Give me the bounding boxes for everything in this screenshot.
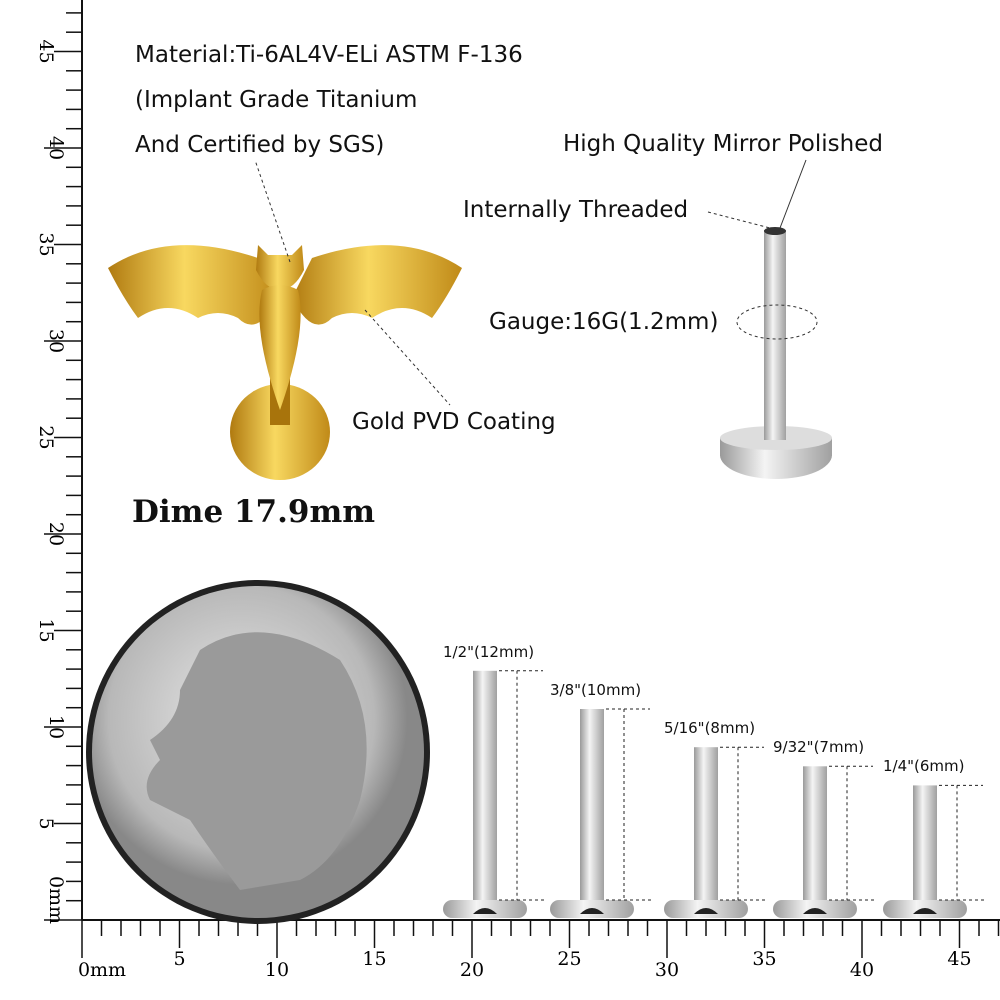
material-text-2: (Implant Grade Titanium	[135, 87, 418, 113]
ruler-label-x: 10	[265, 959, 289, 981]
post-8mm	[664, 746, 768, 918]
ruler-label-x: 45	[947, 948, 971, 970]
ruler-label-x: 40	[850, 959, 874, 981]
ruler-label-x: 20	[460, 959, 484, 981]
ruler-label-y: 10	[45, 715, 67, 739]
post-lengths	[443, 670, 987, 918]
ruler-label-y: 40	[45, 136, 67, 160]
ruler-label-y: 0mm	[45, 876, 67, 924]
ruler-label-y: 35	[35, 232, 57, 256]
ruler-label-x: 5	[173, 948, 185, 970]
ruler-label-x: 0mm	[78, 959, 126, 981]
size-label: 1/2"(12mm)	[443, 642, 535, 661]
gold-bat-labret	[108, 159, 462, 480]
ruler-label-y: 25	[35, 425, 57, 449]
size-label: 5/16"(8mm)	[664, 719, 756, 738]
ruler-label-x: 25	[557, 948, 581, 970]
ruler-label-y: 5	[35, 817, 57, 829]
size-label: 3/8"(10mm)	[550, 681, 642, 699]
ruler-label-y: 20	[45, 522, 67, 546]
ruler-label-x: 35	[752, 948, 776, 970]
ruler-label-y: 15	[35, 618, 57, 642]
gauge-callout: Gauge:16G(1.2mm)	[489, 309, 719, 335]
silver-labret-post	[707, 159, 832, 479]
post-12mm	[443, 670, 547, 918]
material-text-3: And Certified by SGS)	[135, 132, 385, 158]
material-text: Material:Ti-6AL4V-ELi ASTM F-136	[135, 42, 523, 68]
ruler-label-x: 15	[362, 948, 386, 970]
ruler-label-x: 30	[655, 959, 679, 981]
threaded-callout: Internally Threaded	[463, 197, 689, 223]
coating-callout: Gold PVD Coating	[352, 409, 556, 435]
size-label: 1/4"(6mm)	[883, 757, 965, 776]
roosevelt-portrait	[146, 632, 367, 890]
post-6mm	[883, 784, 987, 918]
post-7mm	[773, 765, 877, 918]
polished-callout: High Quality Mirror Polished	[563, 131, 883, 157]
dime-coin	[86, 580, 430, 924]
ruler-label-y: 30	[45, 329, 67, 353]
size-label: 9/32"(7mm)	[773, 738, 865, 757]
post-10mm	[550, 708, 654, 918]
ruler-label-y: 45	[35, 39, 57, 63]
dime-size-label: Dime 17.9mm	[132, 494, 376, 530]
